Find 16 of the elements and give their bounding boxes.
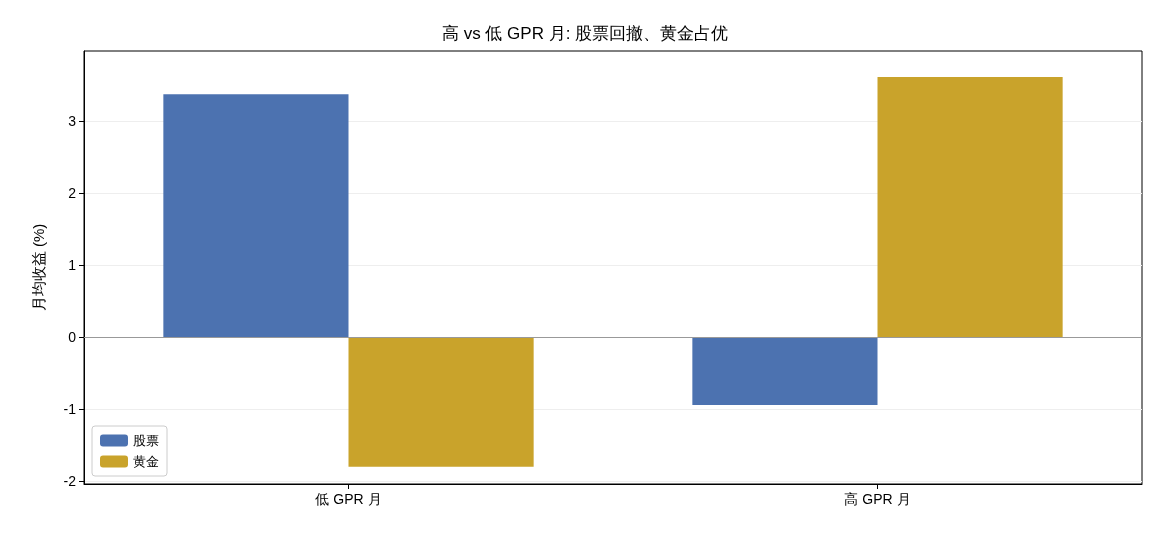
y-tick-label: 2: [68, 185, 77, 202]
legend-label: 股票: [133, 433, 159, 448]
y-axis-title: 月均收益 (%): [30, 223, 47, 312]
bar: [877, 76, 1063, 338]
y-tick-label: 3: [68, 113, 77, 130]
x-tick-label: 高 GPR 月: [844, 491, 911, 507]
bar: [163, 94, 349, 338]
bar: [692, 337, 878, 405]
y-tick-label: -2: [63, 473, 77, 490]
x-tick-label: 低 GPR 月: [315, 491, 382, 507]
y-tick-label: -1: [63, 401, 77, 418]
legend-label: 黄金: [133, 454, 159, 469]
chart-title: 高 vs 低 GPR 月: 股票回撤、黄金占优: [441, 24, 729, 43]
y-tick-label: 1: [68, 257, 77, 274]
y-tick-label: 0: [68, 329, 77, 346]
bar: [348, 337, 534, 467]
